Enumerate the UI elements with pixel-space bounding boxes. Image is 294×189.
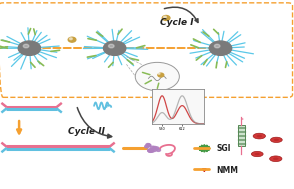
Circle shape [69, 38, 72, 40]
Ellipse shape [273, 157, 278, 160]
Circle shape [155, 147, 159, 149]
Circle shape [214, 44, 220, 48]
Circle shape [146, 143, 150, 146]
Ellipse shape [253, 133, 265, 139]
Ellipse shape [274, 139, 279, 141]
Circle shape [148, 149, 152, 152]
Circle shape [135, 62, 179, 91]
Circle shape [148, 150, 152, 152]
Circle shape [23, 44, 29, 48]
Circle shape [108, 44, 114, 48]
Circle shape [146, 144, 151, 146]
Circle shape [150, 150, 154, 152]
Circle shape [148, 149, 152, 152]
Ellipse shape [270, 137, 282, 143]
Circle shape [209, 41, 232, 55]
Ellipse shape [255, 153, 260, 155]
Text: SGI: SGI [216, 144, 230, 153]
Ellipse shape [257, 135, 262, 137]
Ellipse shape [251, 151, 263, 157]
Circle shape [158, 73, 160, 74]
Bar [238, 125, 245, 146]
Circle shape [156, 149, 161, 151]
Circle shape [18, 41, 41, 55]
Circle shape [158, 73, 164, 77]
Circle shape [162, 15, 170, 20]
Text: NMM: NMM [216, 166, 238, 175]
Circle shape [153, 146, 157, 149]
Text: Cycle II: Cycle II [68, 127, 105, 136]
Circle shape [150, 149, 154, 151]
Circle shape [68, 37, 76, 42]
Circle shape [147, 144, 151, 147]
Text: Cycle I: Cycle I [160, 18, 193, 27]
Ellipse shape [270, 156, 282, 162]
Polygon shape [198, 145, 210, 152]
Circle shape [151, 146, 155, 149]
Circle shape [103, 41, 126, 55]
Circle shape [152, 149, 156, 151]
Circle shape [145, 145, 149, 148]
Circle shape [163, 16, 166, 18]
